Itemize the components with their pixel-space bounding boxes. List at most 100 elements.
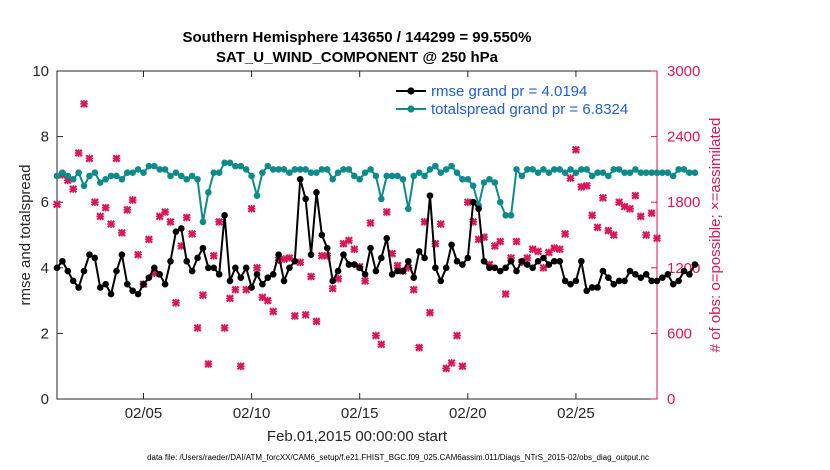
totalspread-point: [469, 182, 477, 190]
totalspread-point: [588, 172, 596, 180]
rmse-point: [486, 264, 493, 272]
chart-title: Southern Hemisphere 143650 / 144299 = 99…: [183, 29, 532, 46]
obs-assimilated-series: [53, 99, 661, 373]
rmse-point: [172, 228, 180, 236]
totalspread-point: [53, 172, 61, 180]
obs-point: [80, 99, 89, 108]
obs-point: [377, 340, 386, 349]
obs-point: [577, 182, 586, 191]
rmse-point: [475, 205, 482, 213]
obs-point: [263, 296, 272, 305]
rmse-point: [53, 264, 61, 272]
obs-point: [442, 364, 451, 373]
obs-point: [653, 234, 661, 243]
totalspread-point: [686, 169, 693, 176]
totalspread-point: [242, 166, 250, 173]
rmse-point: [664, 271, 672, 278]
rmse-point: [642, 271, 650, 278]
obs-point: [339, 239, 348, 248]
rmse-point: [188, 267, 196, 275]
y-left-tick-label: 2: [41, 325, 49, 342]
totalspread-point: [59, 169, 66, 176]
totalspread-point: [183, 175, 191, 183]
obs-point: [631, 191, 640, 200]
rmse-point: [334, 267, 342, 275]
obs-point: [85, 154, 94, 163]
rmse-point: [307, 251, 315, 258]
y-right-tick-label: 0: [667, 391, 675, 408]
totalspread-point: [513, 166, 520, 173]
rmse-point: [545, 261, 553, 268]
rmse-point: [75, 284, 82, 291]
rmse-point: [69, 277, 77, 285]
rmse-point: [550, 257, 558, 265]
totalspread-point: [675, 166, 682, 173]
totalspread-point: [405, 205, 412, 213]
obs-point: [90, 198, 99, 207]
rmse-point: [205, 264, 212, 272]
totalspread-point: [145, 162, 153, 170]
rmse-point: [199, 244, 207, 252]
legend-rmse-label: rmse grand pr = 4.0194: [431, 83, 587, 100]
totalspread-point: [167, 172, 174, 180]
obs-point: [625, 204, 634, 213]
rmse-point: [286, 264, 293, 272]
obs-point: [69, 185, 78, 194]
totalspread-point: [80, 182, 88, 190]
rmse-point: [64, 267, 72, 275]
y-right-tick-label: 2400: [667, 129, 700, 146]
obs-point: [280, 255, 289, 264]
y-left-tick-label: 0: [41, 391, 49, 408]
rmse-point: [242, 264, 250, 272]
obs-point: [447, 358, 456, 367]
obs-point: [209, 251, 218, 260]
rmse-point: [232, 264, 239, 272]
obs-point: [609, 231, 618, 239]
totalspread-point: [383, 172, 391, 180]
totalspread-point: [610, 166, 618, 173]
obs-point: [458, 362, 467, 371]
totalspread-point: [194, 175, 201, 183]
totalspread-point: [529, 166, 536, 173]
x-tick-label: 02/20: [449, 405, 487, 422]
rmse-point: [621, 277, 628, 285]
obs-point: [566, 174, 575, 183]
totalspread-point: [113, 172, 120, 180]
rmse-point: [264, 274, 272, 281]
totalspread-point: [75, 169, 82, 176]
obs-point: [561, 229, 570, 238]
obs-point: [198, 291, 207, 300]
totalspread-point: [226, 159, 234, 167]
rmse-point: [464, 254, 472, 262]
totalspread-point: [156, 166, 164, 173]
obs-point: [285, 253, 294, 262]
obs-point: [512, 237, 521, 246]
totalspread-point: [91, 169, 99, 176]
rmse-point: [340, 251, 347, 258]
obs-point: [366, 218, 375, 227]
obs-point: [361, 276, 370, 285]
totalspread-point: [129, 169, 136, 176]
rmse-point: [118, 251, 126, 258]
y-left-tick-label: 10: [32, 63, 49, 80]
obs-point: [225, 294, 234, 303]
obs-point: [647, 209, 656, 218]
rmse-point: [194, 254, 201, 262]
rmse-point: [691, 261, 699, 268]
totalspread-point: [453, 169, 461, 176]
left-axis-ticks: 0 2 4 6 8 10: [32, 63, 63, 408]
obs-point: [96, 212, 105, 221]
rmse-point: [221, 212, 228, 219]
rmse-point: [659, 274, 666, 281]
obs-point: [382, 208, 391, 217]
totalspread-point: [107, 172, 115, 180]
totalspread-point: [491, 179, 499, 186]
obs-point: [425, 308, 434, 317]
obs-point: [588, 211, 597, 220]
obs-point: [555, 245, 564, 254]
totalspread-point: [421, 172, 428, 180]
rmse-point: [269, 271, 277, 278]
totalspread-point: [178, 172, 185, 180]
rmse-point: [626, 267, 634, 275]
totalspread-point: [578, 166, 585, 173]
